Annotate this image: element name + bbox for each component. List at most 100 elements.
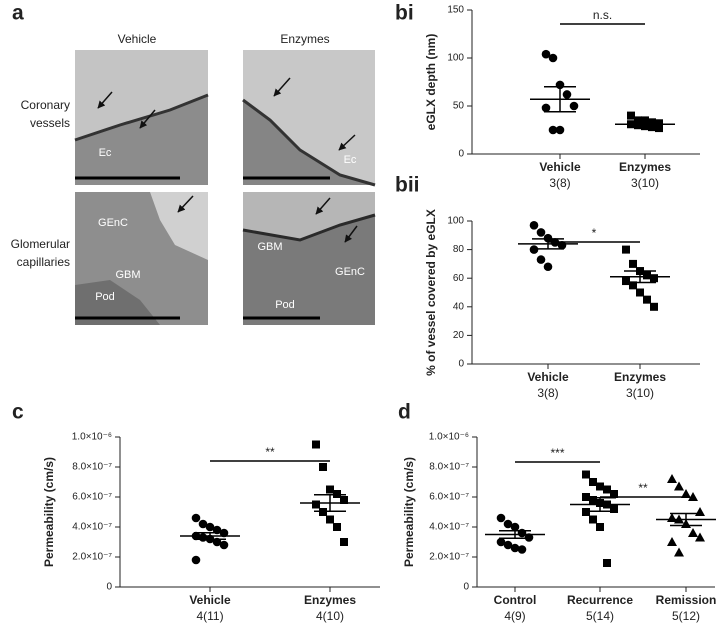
row-label: Glomerular bbox=[11, 237, 70, 251]
group-label: 4(10) bbox=[316, 609, 344, 623]
image-label: Pod bbox=[275, 299, 295, 311]
data-point bbox=[555, 125, 565, 135]
data-point bbox=[629, 259, 637, 268]
sem-bar bbox=[499, 530, 531, 539]
sem-bar bbox=[532, 238, 564, 250]
significance-label: *** bbox=[550, 446, 564, 460]
y-tick-label: 100 bbox=[447, 53, 464, 64]
data-point bbox=[695, 507, 705, 516]
micrograph bbox=[242, 50, 376, 187]
data-point bbox=[648, 123, 656, 132]
data-point bbox=[636, 288, 644, 297]
data-point bbox=[627, 111, 635, 120]
data-point bbox=[326, 485, 334, 494]
group-label: 4(9) bbox=[504, 609, 525, 623]
data-point bbox=[643, 295, 651, 304]
significance-label: n.s. bbox=[593, 8, 612, 22]
data-point bbox=[688, 528, 698, 537]
x-tick-label: Enzymes bbox=[304, 593, 356, 607]
data-point bbox=[643, 271, 651, 280]
data-point bbox=[582, 470, 590, 479]
data-point bbox=[674, 481, 684, 491]
data-point bbox=[312, 500, 320, 509]
y-tick-label: 50 bbox=[453, 101, 465, 112]
y-tick-label: 1.0×10⁻⁶ bbox=[429, 432, 469, 443]
panel-label: d bbox=[398, 401, 411, 424]
group-label: 5(12) bbox=[672, 609, 700, 623]
y-tick-label: 100 bbox=[447, 216, 464, 227]
data-point bbox=[667, 537, 677, 546]
data-point bbox=[517, 545, 527, 554]
micrograph bbox=[74, 50, 209, 185]
data-point bbox=[650, 274, 658, 283]
significance-label: ** bbox=[638, 481, 648, 495]
data-point bbox=[596, 482, 604, 491]
row-label: capillaries bbox=[17, 255, 70, 269]
data-point bbox=[541, 49, 551, 59]
row-label: vessels bbox=[30, 116, 70, 130]
data-point bbox=[681, 489, 691, 498]
data-point bbox=[634, 116, 642, 125]
y-tick-label: 150 bbox=[447, 5, 464, 16]
data-point bbox=[596, 523, 604, 531]
data-point bbox=[536, 255, 546, 264]
data-point bbox=[667, 474, 677, 483]
data-point bbox=[688, 492, 698, 501]
data-point bbox=[667, 513, 677, 522]
image-label: Ec bbox=[344, 154, 357, 166]
panel-label: bii bbox=[395, 174, 420, 197]
sem-bar bbox=[194, 531, 226, 541]
group-label: 3(10) bbox=[626, 386, 654, 400]
data-point bbox=[191, 513, 201, 523]
data-point bbox=[510, 522, 520, 532]
data-point bbox=[340, 538, 348, 546]
sem-bar bbox=[670, 512, 702, 527]
micrograph bbox=[242, 192, 376, 325]
group-label: 3(8) bbox=[549, 176, 570, 190]
data-point bbox=[695, 532, 705, 542]
data-point bbox=[641, 116, 649, 125]
y-tick-label: 0 bbox=[106, 582, 112, 593]
data-point bbox=[529, 220, 539, 230]
data-point bbox=[326, 515, 334, 524]
y-tick-label: 20 bbox=[453, 330, 465, 341]
significance-label: * bbox=[592, 226, 597, 240]
data-point bbox=[674, 547, 684, 557]
data-point bbox=[548, 53, 558, 63]
data-point bbox=[191, 555, 201, 565]
image-label: GBM bbox=[115, 269, 140, 281]
data-point bbox=[548, 125, 558, 135]
data-point bbox=[543, 262, 553, 272]
y-tick-label: 1.0×10⁻⁶ bbox=[72, 432, 112, 443]
column-header: Enzymes bbox=[280, 32, 329, 46]
data-point bbox=[589, 496, 597, 504]
data-point bbox=[536, 228, 546, 237]
image-label: Ec bbox=[99, 147, 112, 159]
data-point bbox=[589, 515, 597, 524]
image-label: GBM bbox=[257, 241, 282, 253]
y-tick-label: 0 bbox=[458, 149, 464, 160]
y-tick-label: 60 bbox=[453, 273, 465, 284]
y-axis-label: % of vessel covered by eGLX bbox=[424, 209, 438, 376]
group-label: 4(11) bbox=[196, 609, 223, 623]
column-header: Vehicle bbox=[118, 32, 157, 46]
group-label: 3(8) bbox=[537, 386, 558, 400]
x-tick-label: Control bbox=[494, 593, 537, 607]
data-point bbox=[603, 485, 611, 494]
data-point bbox=[312, 440, 320, 449]
y-axis-label: eGLX depth (nm) bbox=[424, 34, 438, 131]
sem-bar bbox=[629, 122, 661, 127]
y-tick-label: 0 bbox=[463, 582, 469, 593]
sem-bar bbox=[544, 86, 576, 113]
data-point bbox=[589, 478, 597, 486]
data-point bbox=[603, 559, 611, 567]
data-point bbox=[198, 519, 208, 529]
y-tick-label: 6.0×10⁻⁷ bbox=[429, 492, 469, 503]
data-point bbox=[562, 90, 572, 99]
data-point bbox=[333, 523, 341, 531]
data-point bbox=[319, 463, 327, 471]
row-label: Coronary bbox=[21, 98, 70, 112]
y-tick-label: 4.0×10⁻⁷ bbox=[429, 522, 469, 533]
sem-bar bbox=[624, 270, 656, 284]
